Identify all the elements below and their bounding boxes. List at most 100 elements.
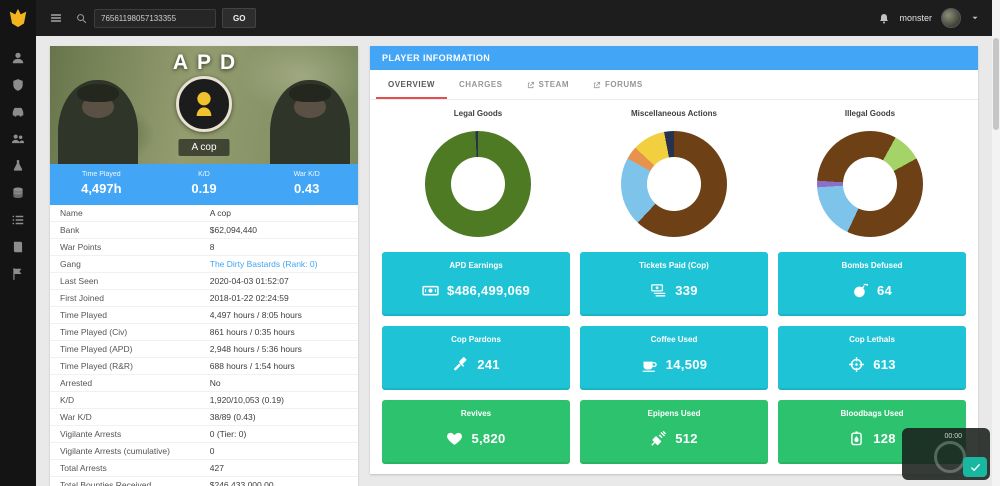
stat-value: 0.43 (294, 181, 320, 196)
tab-overview[interactable]: OVERVIEW (376, 70, 447, 99)
detail-value: 2018-01-22 02:24:59 (209, 293, 289, 303)
recorder-time: 00:00 (944, 433, 962, 440)
stat-card[interactable]: Revives 5,820 (382, 400, 570, 464)
stat-card[interactable]: Cop Lethals 613 (778, 326, 966, 390)
stat-card-icon (650, 282, 667, 299)
stat-card-body: 5,820 (446, 418, 505, 464)
stat-kd: K/D 0.19 (153, 171, 256, 196)
detail-value: 8 (209, 242, 215, 252)
chevron-down-icon[interactable] (970, 13, 980, 23)
detail-label: Vigilante Arrests (60, 429, 122, 439)
table-row: Vigilante Arrests 0 (Tier: 0) (50, 426, 358, 443)
table-row: K/D 1,920/10,053 (0.19) (50, 392, 358, 409)
table-row: War K/D 38/89 (0.43) (50, 409, 358, 426)
stat-card-title: Revives (460, 409, 492, 418)
stat-card-value: 241 (477, 356, 500, 372)
tab-steam[interactable]: STEAM (515, 70, 582, 99)
detail-label: War Points (60, 242, 102, 252)
go-button[interactable]: GO (222, 8, 257, 28)
sidebar-item[interactable] (0, 71, 36, 98)
detail-value: $246,433,000.00 (209, 480, 274, 486)
table-row: Time Played (Civ) 861 hours / 0:35 hours (50, 324, 358, 341)
recorder-ring[interactable] (934, 441, 966, 473)
stat-card-value: 128 (873, 430, 896, 446)
tab-forums[interactable]: FORUMS (581, 70, 655, 99)
donut (817, 131, 923, 237)
detail-label: Bank (60, 225, 80, 235)
detail-label: Total Arrests (60, 463, 107, 473)
sidebar-icon (11, 267, 25, 281)
table-row: War Points 8 (50, 239, 358, 256)
stat-card-body: 14,509 (641, 344, 708, 390)
stat-card[interactable]: Coffee Used 14,509 (580, 326, 768, 390)
donut-chart: Legal Goods (380, 109, 576, 237)
topbar: GO monster (0, 0, 992, 36)
logo-icon (7, 7, 29, 29)
sidebar-item[interactable] (0, 152, 36, 179)
detail-value: A cop (209, 208, 232, 218)
stat-card-icon (452, 356, 469, 373)
stat-card-icon (641, 356, 658, 373)
stat-card-title: Tickets Paid (Cop) (639, 261, 709, 270)
banner-title: APD (172, 51, 245, 74)
sidebar-item[interactable] (0, 98, 36, 125)
chart-title: Illegal Goods (844, 109, 896, 118)
sidebar-item[interactable] (0, 44, 36, 71)
tab-charges[interactable]: CHARGES (447, 70, 515, 99)
check-icon (970, 462, 981, 473)
detail-value: 0 (209, 446, 215, 456)
charts-row: Legal Goods Miscellaneous Actions Illega… (370, 100, 978, 239)
recorder-overlay: 00:00 (902, 428, 990, 480)
menu-icon[interactable] (49, 12, 63, 24)
donut (621, 131, 727, 237)
sidebar-item[interactable] (0, 233, 36, 260)
donut-chart: Illegal Goods (772, 109, 968, 237)
detail-value: No (209, 378, 221, 388)
stat-label: War K/D (293, 171, 320, 178)
sidebar-item[interactable] (0, 206, 36, 233)
detail-label: Total Bounties Received (60, 480, 152, 486)
sidebar-icon (11, 51, 25, 65)
app-logo[interactable] (0, 0, 36, 36)
stat-label: Time Played (82, 171, 121, 178)
stat-card[interactable]: Cop Pardons 241 (382, 326, 570, 390)
sidebar-item[interactable] (0, 125, 36, 152)
sidebar-icon (11, 213, 25, 227)
stat-card[interactable]: APD Earnings $486,499,069 (382, 252, 570, 316)
sidebar-icon (11, 186, 25, 200)
search-icon (76, 13, 87, 24)
stat-card[interactable]: Bombs Defused 64 (778, 252, 966, 316)
scrollbar-thumb[interactable] (993, 38, 999, 130)
stat-card-body: 64 (852, 270, 892, 316)
detail-value: 38/89 (0.43) (209, 412, 256, 422)
table-row: Bank $62,094,440 (50, 222, 358, 239)
avatar[interactable] (941, 8, 961, 28)
detail-label: Time Played (Civ) (60, 327, 128, 337)
player-information-panel: PLAYER INFORMATION OVERVIEW CHARGES STEA… (370, 46, 978, 474)
stat-card[interactable]: Tickets Paid (Cop) 339 (580, 252, 768, 316)
table-row: First Joined 2018-01-22 02:24:59 (50, 290, 358, 307)
recorder-confirm-button[interactable] (963, 457, 987, 477)
page-scrollbar[interactable] (992, 0, 1000, 486)
stat-card-icon (422, 282, 439, 299)
table-row: Gang The Dirty Bastards (Rank: 0) (50, 256, 358, 273)
detail-label: Last Seen (60, 276, 99, 286)
stat-time-played: Time Played 4,497h (50, 171, 153, 196)
stat-card-title: Bombs Defused (841, 261, 903, 270)
stat-card-value: $486,499,069 (446, 282, 531, 298)
detail-label: Arrested (60, 378, 93, 388)
soldier-silhouette-left (58, 80, 138, 164)
detail-value: The Dirty Bastards (Rank: 0) (209, 259, 318, 269)
notifications-bell-icon[interactable] (878, 12, 890, 25)
sidebar-item[interactable] (0, 179, 36, 206)
table-row: Total Arrests 427 (50, 460, 358, 477)
stat-card-title: APD Earnings (449, 261, 503, 270)
stat-card-value: 14,509 (665, 356, 708, 372)
detail-label: K/D (60, 395, 75, 405)
table-row: Name A cop (50, 205, 358, 222)
sidebar-item[interactable] (0, 260, 36, 287)
detail-label: Vigilante Arrests (cumulative) (60, 446, 170, 456)
table-row: Time Played (APD) 2,948 hours / 5:36 hou… (50, 341, 358, 358)
stat-card[interactable]: Epipens Used 512 (580, 400, 768, 464)
search-input[interactable] (94, 8, 216, 28)
